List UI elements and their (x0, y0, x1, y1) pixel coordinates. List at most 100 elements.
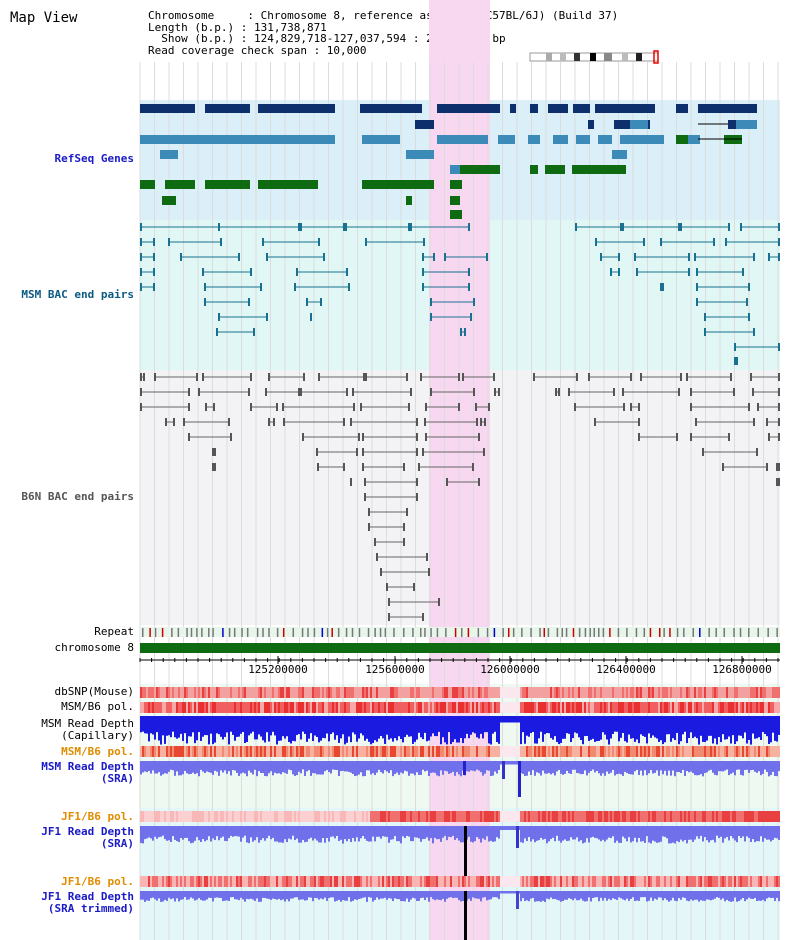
depth-bar (664, 716, 666, 743)
depth-bar (262, 891, 264, 898)
b6n-bac-label[interactable]: B6N BAC end pairs (21, 490, 134, 503)
pol-cell (392, 687, 394, 698)
pol-cell (730, 687, 732, 698)
pol-cell (348, 876, 350, 887)
b6n-bac-pair (198, 388, 250, 396)
chromosome-ideogram[interactable] (529, 50, 659, 64)
pol-cell (494, 702, 496, 713)
depth-bar (418, 716, 420, 733)
b6n-bac-pair (268, 418, 275, 426)
depth-spike (516, 826, 519, 848)
pol-cell (476, 811, 478, 822)
depth-bar (586, 761, 588, 776)
depth-bar (380, 716, 382, 736)
pol-cell (238, 687, 240, 698)
pol-cell (380, 702, 382, 713)
pol-cell (302, 746, 304, 757)
b6n-bac-pair (533, 373, 578, 381)
depth-bar (734, 826, 736, 841)
depth-bar (590, 761, 592, 772)
msm-bac-pair (422, 283, 470, 291)
pol-cell (646, 876, 648, 887)
depth-bar (224, 891, 226, 901)
depth-bar (192, 716, 194, 733)
depth-bar (354, 716, 356, 735)
ideogram-band (546, 53, 552, 61)
pol-cell (264, 811, 266, 822)
depth-bar (462, 826, 464, 843)
depth-spike (463, 761, 466, 775)
refseq-genes-label[interactable]: RefSeq Genes (54, 152, 134, 165)
pol-cell (592, 702, 594, 713)
pol-cell (774, 876, 776, 887)
pol-cell (576, 702, 578, 713)
depth-bar (226, 761, 228, 774)
pol-cell (502, 811, 504, 822)
depth-bar (756, 716, 758, 739)
depth-bar (408, 891, 410, 902)
depth-bar (734, 761, 736, 776)
pol-cell (516, 687, 518, 698)
depth-bar (656, 826, 658, 843)
depth-bar (284, 891, 286, 902)
depth-bar (630, 826, 632, 843)
depth-bar (640, 826, 642, 842)
pol-cell (440, 702, 442, 713)
depth-bar (212, 826, 214, 839)
msm-bac-pair (180, 253, 240, 261)
depth-bar (238, 826, 240, 837)
depth-bar (616, 761, 618, 775)
depth-bar (410, 891, 412, 900)
depth-bar (286, 826, 288, 843)
depth-bar (750, 826, 752, 843)
pol-cell (228, 746, 230, 757)
pol-cell (590, 876, 592, 887)
pol-cell (650, 702, 652, 713)
depth-bar (536, 716, 538, 744)
depth-bar (232, 761, 234, 771)
pol-cell (610, 811, 612, 822)
pol-cell (692, 746, 694, 757)
pol-cell (588, 702, 590, 713)
pol-cell (250, 811, 252, 822)
depth-bar (270, 716, 272, 736)
pol-cell (412, 811, 414, 822)
msm-bac-track[interactable] (140, 223, 780, 365)
depth-bar (146, 826, 148, 839)
pol-cell (414, 876, 416, 887)
gene-feature (698, 104, 757, 113)
pol-cell (496, 876, 498, 887)
depth-bar (214, 826, 216, 841)
pol-cell (670, 876, 672, 887)
b6n-bac-track[interactable] (140, 373, 780, 621)
pol-cell (712, 702, 714, 713)
pol-cell (620, 876, 622, 887)
depth-bar (186, 761, 188, 774)
pol-cell (556, 687, 558, 698)
pol-cell (398, 811, 400, 822)
depth-bar (646, 716, 648, 744)
depth-bar (730, 826, 732, 836)
pol-cell (450, 687, 452, 698)
pol-cell (648, 811, 650, 822)
b6n-bac-pair (638, 433, 678, 441)
pol-cell (396, 811, 398, 822)
repeat-mark (190, 628, 193, 637)
chromosome-info: Chromosome : Chromosome 8, reference ass… (148, 10, 618, 56)
pol-cell (298, 687, 300, 698)
pol-cell (506, 746, 508, 757)
depth-bar (528, 826, 530, 838)
pol-cell (512, 687, 514, 698)
pol-cell (194, 702, 196, 713)
depth-bar (270, 826, 272, 840)
msm-bac-label[interactable]: MSM BAC end pairs (21, 288, 134, 301)
refseq-genes-track[interactable] (140, 104, 757, 219)
pol-cell (462, 746, 464, 757)
length-line: Length (b.p.) : 131,738,871 (148, 20, 327, 34)
msm-bac-pair (140, 268, 155, 276)
depth-bar (390, 761, 392, 771)
depth-bar (334, 826, 336, 839)
depth-bar (154, 891, 156, 900)
depth-bar (574, 891, 576, 899)
